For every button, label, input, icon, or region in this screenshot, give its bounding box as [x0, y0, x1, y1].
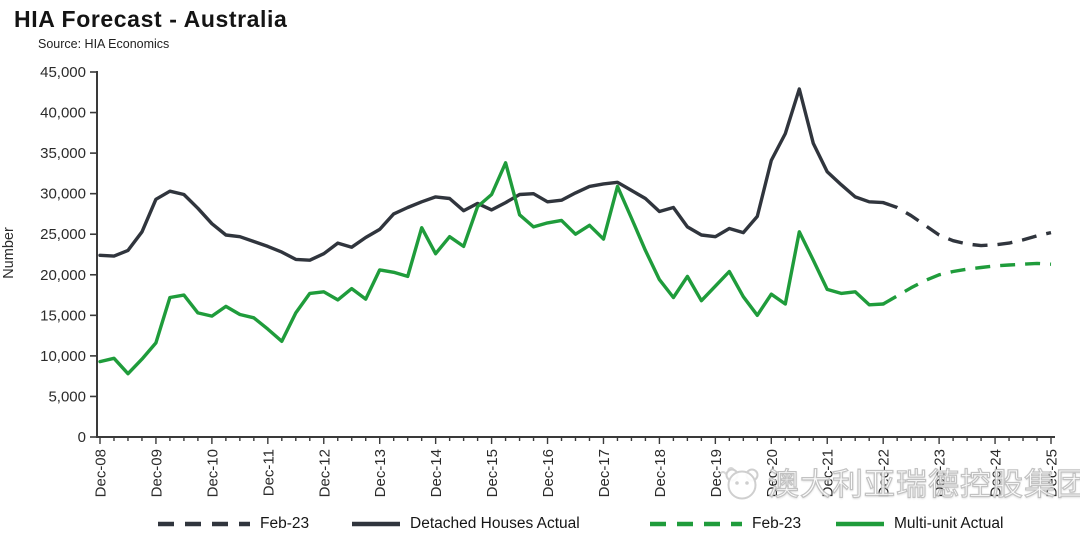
chart-source: Source: HIA Economics	[38, 37, 170, 51]
svg-text:Dec-21: Dec-21	[820, 449, 837, 497]
legend-item-multiunit-forecast: Feb-23	[648, 511, 801, 537]
solid-line-swatch	[352, 521, 400, 527]
svg-text:Dec-17: Dec-17	[596, 449, 613, 497]
page-title: HIA Forecast - Australia	[14, 6, 288, 32]
svg-text:Dec-24: Dec-24	[988, 449, 1005, 497]
legend-item-detached-actual: Detached Houses Actual	[350, 511, 580, 537]
legend-label: Multi-unit Actual	[894, 515, 1004, 532]
svg-text:Dec-19: Dec-19	[708, 449, 725, 497]
svg-text:20,000: 20,000	[40, 267, 86, 284]
chart-legend: Feb-23 Detached Houses Actual Feb-23 Mul…	[0, 511, 1080, 537]
svg-text:Dec-12: Dec-12	[316, 449, 333, 497]
legend-label: Feb-23	[752, 515, 802, 532]
svg-text:Dec-10: Dec-10	[204, 449, 221, 497]
legend-label: Detached Houses Actual	[410, 515, 580, 532]
svg-text:Dec-20: Dec-20	[764, 449, 781, 497]
dashed-line-swatch	[158, 521, 250, 527]
svg-text:5,000: 5,000	[48, 388, 86, 405]
legend-item-detached-forecast: Feb-23	[156, 511, 309, 537]
svg-text:Dec-13: Dec-13	[372, 449, 389, 497]
svg-text:30,000: 30,000	[40, 186, 86, 203]
svg-text:45,000: 45,000	[40, 64, 86, 81]
solid-line-swatch	[836, 521, 884, 527]
svg-text:0: 0	[78, 429, 86, 446]
svg-text:Dec-16: Dec-16	[540, 449, 557, 497]
svg-text:35,000: 35,000	[40, 145, 86, 162]
legend-label: Feb-23	[260, 515, 310, 532]
svg-text:Dec-23: Dec-23	[932, 449, 949, 497]
svg-text:25,000: 25,000	[40, 226, 86, 243]
svg-text:Dec-25: Dec-25	[1044, 449, 1061, 497]
svg-text:Dec-22: Dec-22	[876, 449, 893, 497]
svg-text:Dec-18: Dec-18	[652, 449, 669, 497]
svg-text:10,000: 10,000	[40, 348, 86, 365]
svg-text:15,000: 15,000	[40, 307, 86, 324]
svg-text:Dec-08: Dec-08	[93, 449, 110, 497]
dashed-line-swatch	[650, 521, 742, 527]
svg-text:Dec-09: Dec-09	[148, 449, 165, 497]
svg-text:Dec-15: Dec-15	[484, 449, 501, 497]
svg-text:Dec-14: Dec-14	[428, 449, 445, 497]
legend-item-multiunit-actual: Multi-unit Actual	[834, 511, 1003, 537]
svg-text:40,000: 40,000	[40, 105, 86, 122]
svg-text:Dec-11: Dec-11	[260, 449, 277, 496]
